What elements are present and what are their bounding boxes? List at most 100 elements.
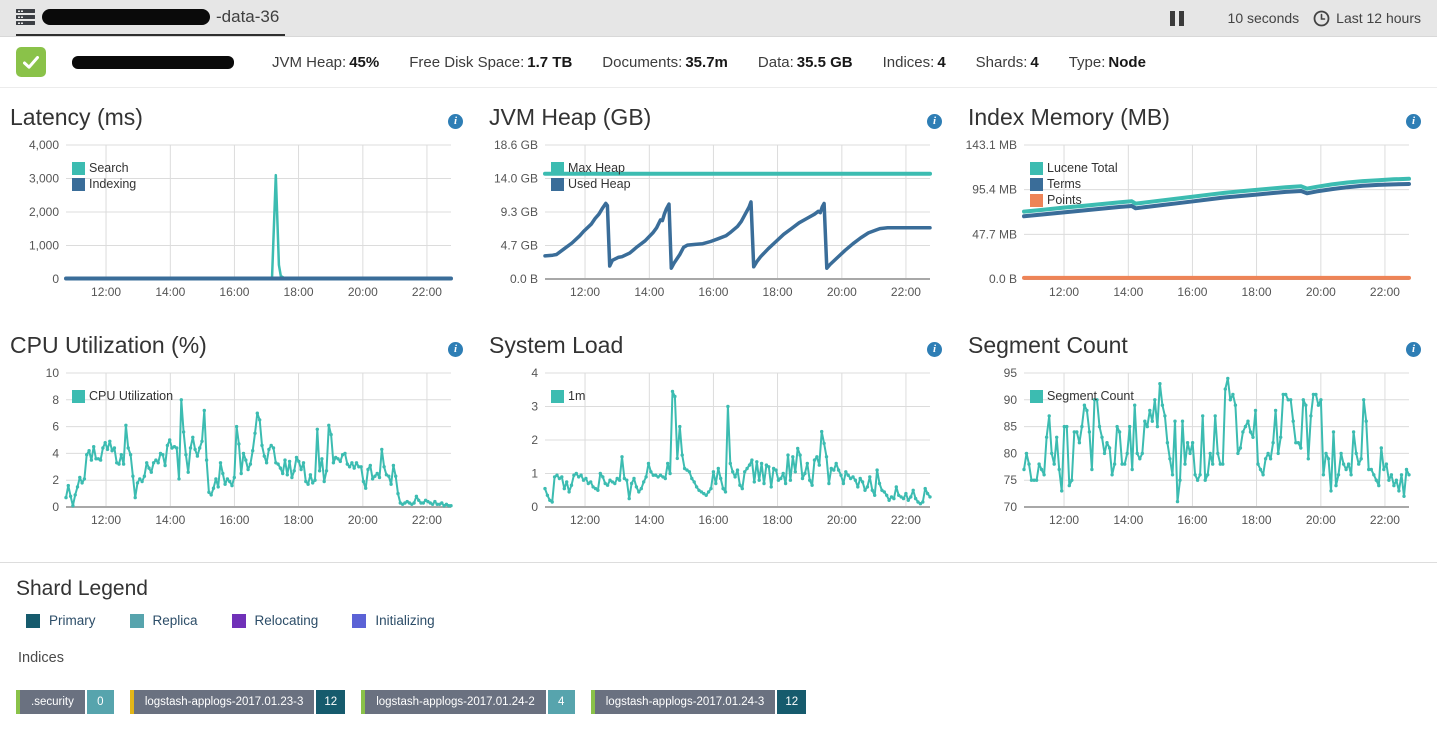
svg-text:1: 1: [531, 467, 538, 481]
shard-state-initializing: Initializing: [352, 613, 435, 628]
svg-text:20:00: 20:00: [1306, 513, 1336, 527]
legend-item-used-heap[interactable]: Used Heap: [551, 177, 631, 191]
legend-item-1m[interactable]: 1m: [551, 389, 585, 403]
svg-text:0: 0: [52, 272, 59, 286]
legend-swatch: [72, 161, 85, 175]
svg-text:12:00: 12:00: [570, 513, 600, 527]
index-shard-count: 4: [547, 690, 575, 714]
svg-text:16:00: 16:00: [219, 285, 249, 299]
node-tab[interactable]: -data-36: [16, 0, 286, 36]
index-badge-logstash-applogs-2017-01-23-3[interactable]: logstash-applogs-2017.01.23-3 12: [129, 690, 346, 714]
shard-swatch: [26, 613, 40, 628]
svg-text:14:00: 14:00: [1113, 513, 1143, 527]
svg-text:22:00: 22:00: [891, 513, 921, 527]
svg-text:4: 4: [52, 446, 59, 460]
chart-plot-area[interactable]: 143.1 MB 95.4 MB 47.7 MB 0.0 B 12:00 14:00 16:…: [966, 133, 1419, 307]
legend-item-max-heap[interactable]: Max Heap: [551, 161, 631, 175]
svg-text:1,000: 1,000: [29, 239, 59, 253]
chart-plot-area[interactable]: 18.6 GB 14.0 GB 9.3 GB 4.7 GB 0.0 B 12:00 14:0…: [487, 133, 940, 307]
chart-title: Segment Count: [968, 332, 1128, 358]
legend-swatch: [1030, 177, 1043, 191]
info-icon[interactable]: i: [448, 342, 463, 357]
svg-text:14:00: 14:00: [634, 513, 664, 527]
svg-text:20:00: 20:00: [348, 285, 378, 299]
info-icon[interactable]: i: [927, 342, 942, 357]
index-badge-logstash-applogs-2017-01-24-2[interactable]: logstash-applogs-2017.01.24-2 4: [361, 690, 575, 714]
chart-cpu-utilization: CPU Utilization (%) i 10 8 6 4 2 0 12:00 14:00 16:…: [8, 326, 465, 540]
svg-text:95: 95: [1004, 366, 1018, 380]
chart-plot-area[interactable]: 10 8 6 4 2 0 12:00 14:00 16:00 18:00 20:00 22:00: [8, 361, 461, 535]
shard-state-replica: Replica: [129, 613, 198, 628]
stat-free-disk-space: Free Disk Space: 1.7 TB: [409, 53, 573, 71]
svg-text:18:00: 18:00: [1242, 285, 1272, 299]
shard-legend-title: Shard Legend: [16, 577, 148, 600]
svg-text:18:00: 18:00: [763, 513, 793, 527]
svg-text:75: 75: [1004, 473, 1018, 487]
svg-text:9.3 GB: 9.3 GB: [501, 205, 538, 219]
index-shard-count: 0: [86, 690, 114, 714]
stat-indices: Indices: 4: [882, 53, 946, 71]
svg-text:18:00: 18:00: [1242, 513, 1272, 527]
top-bar: -data-36 10 seconds Last 12 hours: [0, 0, 1437, 37]
chart-title: System Load: [489, 332, 624, 358]
index-name: logstash-applogs-2017.01.23-3: [133, 690, 315, 714]
refresh-interval-button[interactable]: 10 seconds: [1227, 10, 1300, 26]
legend-item-indexing[interactable]: Indexing: [72, 177, 136, 191]
svg-text:16:00: 16:00: [1177, 513, 1207, 527]
node-status-bar: JVM Heap: 45% Free Disk Space: 1.7 TB Docume…: [0, 37, 1437, 88]
redacted-node-name: [42, 9, 210, 25]
index-state-bar: [129, 690, 134, 714]
legend-item-segment-count[interactable]: Segment Count: [1030, 389, 1134, 403]
legend-item-points[interactable]: Points: [1030, 193, 1118, 207]
chart-legend: Max Heap Used Heap: [551, 161, 631, 191]
svg-text:18:00: 18:00: [763, 285, 793, 299]
index-shard-count: 12: [777, 690, 807, 714]
info-icon[interactable]: i: [448, 114, 463, 129]
stat-type: Type: Node: [1068, 53, 1146, 71]
chart-plot-area[interactable]: 95 90 85 80 75 70 12:00 14:00 16:00 18:00 20:00 22:…: [966, 361, 1419, 535]
svg-text:18:00: 18:00: [284, 285, 314, 299]
svg-text:12:00: 12:00: [570, 285, 600, 299]
info-icon[interactable]: i: [1406, 114, 1421, 129]
legend-item-lucene-total[interactable]: Lucene Total: [1030, 161, 1118, 175]
index-state-bar: [590, 690, 595, 714]
redacted-node-address: [72, 55, 234, 69]
chart-title: CPU Utilization (%): [10, 332, 207, 358]
shard-swatch: [352, 613, 367, 628]
svg-text:0: 0: [52, 500, 59, 514]
legend-item-cpu-utilization[interactable]: CPU Utilization: [72, 389, 173, 403]
index-badge-security[interactable]: .security 0: [16, 690, 114, 714]
legend-item-search[interactable]: Search: [72, 161, 136, 175]
svg-text:16:00: 16:00: [219, 513, 249, 527]
time-range-button[interactable]: Last 12 hours: [1336, 10, 1421, 26]
info-icon[interactable]: i: [927, 114, 942, 129]
index-badge-logstash-applogs-2017-01-24-3[interactable]: logstash-applogs-2017.01.24-3 12: [590, 690, 807, 714]
index-state-bar: [16, 690, 20, 714]
chart-plot-area[interactable]: 4,000 3,000 2,000 1,000 0 12:00 14:00 16:00 18:0…: [8, 133, 461, 307]
chart-legend: Segment Count: [1030, 389, 1134, 403]
svg-text:0.0 B: 0.0 B: [510, 272, 538, 286]
legend-item-terms[interactable]: Terms: [1030, 177, 1118, 191]
svg-text:90: 90: [1004, 393, 1018, 407]
svg-text:20:00: 20:00: [827, 285, 857, 299]
svg-text:16:00: 16:00: [698, 513, 728, 527]
pause-button[interactable]: [1168, 9, 1186, 28]
chart-segment-count: Segment Count i 95 90 85 80 75 70 12:00 14:00 16:0…: [966, 326, 1423, 540]
svg-text:22:00: 22:00: [412, 513, 442, 527]
index-name: logstash-applogs-2017.01.24-2: [365, 690, 546, 714]
chart-latency-ms: Latency (ms) i 4,000 3,000 2,000 1,000 0 12:00 1…: [8, 98, 465, 312]
index-name: logstash-applogs-2017.01.24-3: [594, 690, 776, 714]
legend-swatch: [551, 177, 564, 191]
svg-text:47.7 MB: 47.7 MB: [972, 227, 1017, 241]
svg-text:3,000: 3,000: [29, 172, 59, 186]
stat-shards: Shards: 4: [975, 53, 1039, 71]
legend-swatch: [72, 389, 85, 403]
svg-text:95.4 MB: 95.4 MB: [972, 183, 1017, 197]
index-name: .security: [20, 690, 85, 714]
svg-text:85: 85: [1004, 420, 1018, 434]
svg-text:16:00: 16:00: [698, 285, 728, 299]
chart-plot-area[interactable]: 4 3 2 1 0 12:00 14:00 16:00 18:00 20:00 22:00: [487, 361, 940, 535]
shard-swatch: [129, 613, 144, 628]
info-icon[interactable]: i: [1406, 342, 1421, 357]
svg-text:2: 2: [52, 473, 59, 487]
